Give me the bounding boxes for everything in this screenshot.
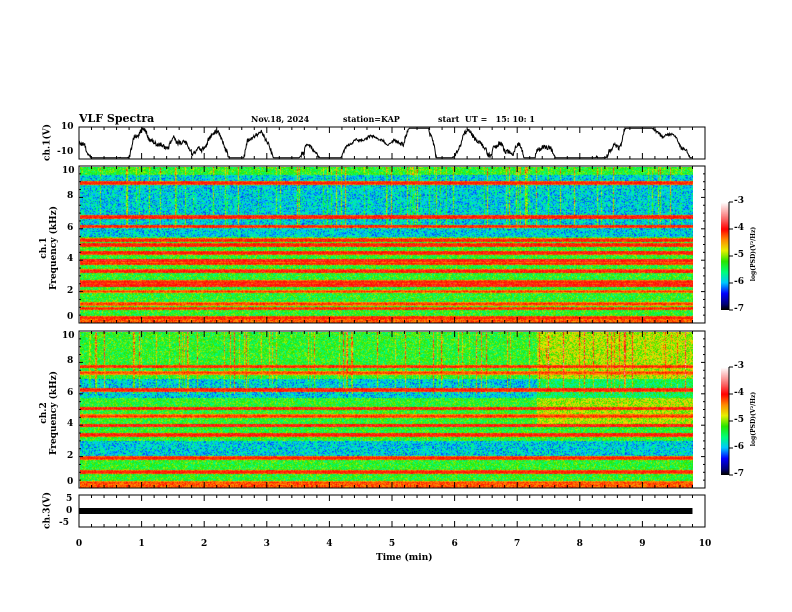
x-tick-label: 4: [326, 539, 333, 549]
y-tick-label: 6: [67, 387, 74, 398]
x-tick-label: 10: [698, 539, 712, 549]
y-tick-label: 8: [67, 356, 74, 367]
y-tick-label: 0: [67, 477, 74, 487]
y-tick-label: 2: [67, 450, 74, 461]
date-label: Nov.18, 2024: [251, 114, 310, 124]
x-tick-label: 3: [263, 539, 270, 549]
y-tick-label: 4: [67, 419, 74, 430]
ch3-y-tick-label: 0: [66, 506, 73, 516]
x-tick-label: 0: [75, 539, 83, 549]
y-tick-label: 6: [67, 222, 74, 233]
colorbar-tick-label: -3: [734, 196, 744, 206]
colorbar-tick-label: -4: [734, 223, 744, 233]
ch3-signal-bar: [79, 508, 693, 514]
y-tick-label: 4: [67, 254, 74, 265]
figure-title: VLF Spectra: [79, 112, 155, 125]
x-tick-label: 6: [451, 539, 458, 549]
y-tick-label: 2: [67, 285, 74, 296]
ch1-ytick-top: 10: [61, 122, 74, 132]
x-axis-label: Time (min): [376, 553, 433, 563]
x-tick-label: 2: [201, 539, 208, 549]
station-label: station=KAP: [343, 114, 400, 124]
ch3-y-tick-label: 5: [66, 494, 73, 504]
y-tick-label: 10: [62, 331, 75, 341]
colorbar-tick-label: -5: [734, 415, 744, 425]
y-tick-label: 10: [62, 166, 75, 176]
ch1-waveform-line: [78, 126, 693, 160]
x-tick-label: 9: [639, 539, 646, 549]
panel-frame: [78, 165, 706, 324]
colorbar-tick-label: -7: [734, 469, 744, 479]
x-tick-label: 8: [576, 539, 583, 549]
ch2-colorbar: [721, 367, 729, 475]
x-tick-label: 5: [388, 539, 396, 549]
start-time-label: start UT = 15: 10: 1: [438, 114, 535, 124]
x-tick-label: 1: [138, 539, 145, 549]
colorbar-tick-label: -6: [734, 277, 744, 287]
ch1-colorbar: [721, 202, 729, 310]
ch1-spectrogram-heatmap: [80, 167, 693, 323]
y-tick-label: 8: [67, 191, 74, 202]
colorbar-tick-label: -6: [734, 442, 744, 452]
ch2-spectrogram-heatmap: [80, 332, 693, 488]
colorbar-tick-label: -4: [734, 388, 744, 398]
ch1-ytick-bottom: -10: [57, 147, 74, 157]
colorbar-tick-label: -3: [734, 361, 744, 371]
colorbar-tick-label: -7: [734, 304, 744, 314]
y-tick-label: 0: [67, 312, 74, 322]
colorbar-tick-label: -5: [734, 250, 744, 260]
panel-frame: [78, 330, 706, 489]
ch3-y-tick-label: -5: [59, 518, 69, 528]
x-tick-label: 7: [514, 539, 521, 549]
